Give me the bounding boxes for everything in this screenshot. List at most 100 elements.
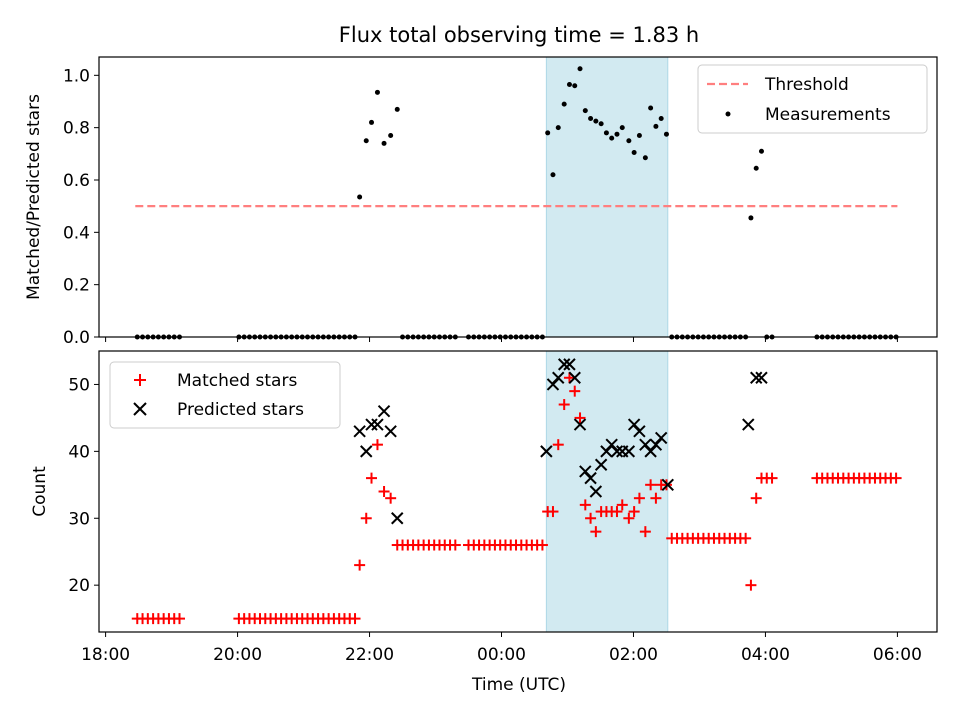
predicted-star-marker [749, 371, 763, 384]
measurements-points [134, 66, 899, 340]
measurement-point [753, 165, 759, 171]
matched-star-marker [378, 486, 390, 497]
matched-star-marker [750, 492, 762, 504]
x-tick-label: 18:00 [81, 645, 130, 665]
matched-star-marker [611, 506, 623, 518]
matched-star-marker [536, 539, 548, 551]
x-axis-label: Time (UTC) [471, 675, 566, 695]
matched-star-marker [385, 492, 397, 504]
matched-star-marker [552, 439, 564, 451]
predicted-star-marker [610, 445, 624, 458]
bottom-legend: Matched stars Predicted stars [109, 361, 341, 429]
predicted-star-marker [391, 512, 404, 525]
top-y-tick-label: 0.4 [63, 223, 90, 243]
measurement-point [636, 133, 642, 139]
matched-stars-legend-label: Matched stars [177, 371, 297, 391]
matched-star-marker [574, 412, 586, 424]
matched-star-marker [569, 385, 581, 397]
predicted-star-marker [557, 358, 571, 371]
predicted-star-marker [661, 478, 674, 492]
matched-star-marker [740, 532, 752, 544]
top-panel: 0.0 0.2 0.4 0.6 0.8 1.0 Matched/Predicted sta… [24, 56, 938, 348]
predicted-star-marker [633, 425, 646, 438]
matched-star-marker [616, 499, 628, 511]
matched-star-marker [628, 506, 640, 518]
observing-span-bottom [545, 350, 669, 633]
predicted-star-marker [584, 471, 597, 485]
top-y-tick-label: 1.0 [63, 66, 90, 86]
measurement-point [653, 123, 659, 129]
measurement-point [566, 81, 572, 87]
matched-star-marker [745, 579, 757, 591]
matched-star-marker [766, 472, 778, 484]
measurement-point [357, 194, 363, 200]
matched-star-marker [360, 512, 372, 524]
x-tick-label: 00:00 [477, 645, 526, 665]
bottom-y-tick-label: 30 [68, 509, 90, 529]
measurement-point [545, 130, 551, 136]
measurement-point [609, 135, 615, 141]
matched-star-marker [633, 492, 645, 504]
measurement-point [561, 101, 567, 107]
measurement-point [588, 115, 594, 121]
top-y-tick-label: 0.6 [63, 171, 90, 191]
bottom-y-tick-label: 20 [68, 576, 90, 596]
x-tick-label: 02:00 [609, 645, 658, 665]
top-legend: Threshold Measurements [697, 64, 928, 134]
measurement-point [363, 138, 369, 144]
measurement-point [619, 125, 625, 131]
measurements-legend-label: Measurements [765, 105, 891, 125]
measurement-point [381, 140, 387, 146]
top-legend-box [697, 64, 928, 134]
matched-stars-legend-swatch [134, 374, 146, 386]
matched-star-marker [349, 613, 361, 625]
matched-star-marker [354, 559, 366, 571]
predicted-star-marker [563, 358, 576, 371]
predicted-star-marker [552, 371, 565, 384]
measurement-point [582, 108, 588, 114]
matched-star-marker [585, 512, 597, 524]
measurement-point [369, 119, 375, 125]
measurement-point [663, 131, 669, 137]
matched-star-marker [590, 526, 602, 538]
measurement-point [555, 125, 561, 131]
threshold-legend-label: Threshold [764, 75, 849, 95]
predicted-star-marker [353, 425, 366, 438]
measurement-point [394, 106, 400, 112]
bottom-axis-ticks: 20 30 40 50 [68, 375, 898, 637]
measurement-point [658, 115, 664, 121]
predicted-star-marker [360, 445, 373, 458]
measurement-point [614, 131, 620, 137]
x-tick-labels: 18:00 20:00 22:00 00:00 02:00 04:00 06:00 [81, 645, 922, 665]
measurement-point [748, 215, 754, 221]
matched-star-marker [579, 499, 591, 511]
measurement-point [598, 121, 604, 127]
matched-stars-points [131, 372, 902, 625]
bottom-y-tick-label: 40 [68, 442, 90, 462]
measurement-point [572, 83, 578, 89]
matched-star-marker [547, 506, 559, 518]
x-tick-label: 04:00 [741, 645, 790, 665]
measurement-point [577, 66, 583, 72]
predicted-star-marker [742, 418, 755, 431]
predicted-star-marker [540, 445, 553, 458]
measurement-point [758, 148, 764, 154]
measurements-legend-swatch [725, 111, 731, 117]
predicted-stars-legend-label: Predicted stars [177, 400, 304, 420]
matched-star-marker [563, 372, 575, 384]
x-tick-label: 22:00 [345, 645, 394, 665]
measurement-point [648, 105, 654, 111]
measurement-point [593, 118, 599, 124]
x-tick-label: 06:00 [873, 645, 922, 665]
predicted-star-marker [377, 405, 391, 418]
bottom-axes-frame [98, 350, 938, 633]
bottom-legend-box [109, 361, 341, 429]
top-y-tick-label: 0.8 [63, 119, 90, 139]
measurement-point [550, 172, 556, 178]
top-y-tick-label: 0.2 [63, 276, 90, 296]
matched-star-marker [650, 492, 662, 504]
predicted-star-marker [589, 485, 603, 498]
predicted-star-marker [371, 418, 384, 431]
top-axes-frame [98, 56, 938, 338]
x-tick-label: 20:00 [213, 645, 262, 665]
